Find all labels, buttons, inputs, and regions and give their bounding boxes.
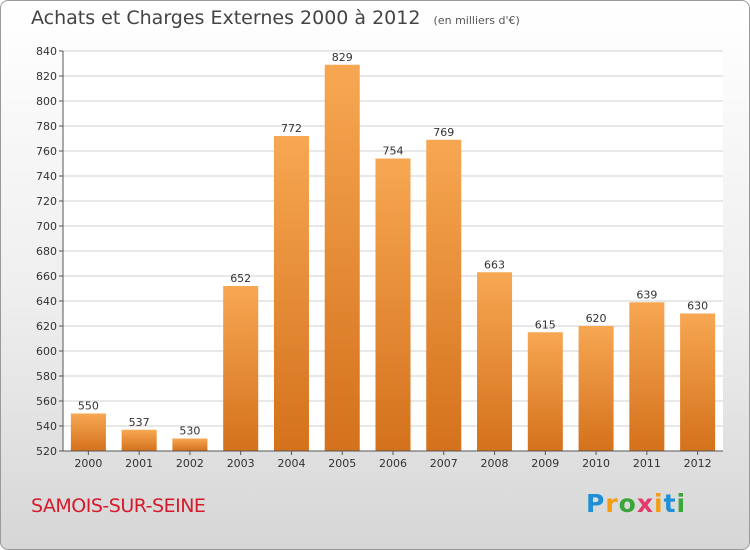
- chart-title: Achats et Charges Externes 2000 à 2012 (…: [31, 7, 520, 29]
- y-tick-label: 820: [36, 70, 57, 83]
- bar: [375, 158, 411, 451]
- bar-value-label: 829: [332, 51, 353, 64]
- x-tick-label: 2000: [74, 457, 102, 470]
- bar: [70, 413, 106, 451]
- bar-value-label: 537: [129, 416, 150, 429]
- bar: [223, 286, 259, 451]
- x-tick-label: 2002: [176, 457, 204, 470]
- bar-value-label: 615: [535, 318, 556, 331]
- bar: [172, 438, 208, 451]
- y-tick-label: 800: [36, 95, 57, 108]
- bar-value-label: 620: [586, 312, 607, 325]
- bar-value-label: 663: [484, 258, 505, 271]
- bar: [273, 136, 309, 451]
- logo-letter-t: t: [663, 489, 677, 518]
- bar-value-label: 530: [179, 425, 200, 438]
- x-tick-label: 2007: [430, 457, 458, 470]
- y-tick-label: 560: [36, 395, 57, 408]
- y-tick-label: 680: [36, 245, 57, 258]
- x-tick-label: 2004: [277, 457, 305, 470]
- bar-series: [70, 64, 716, 451]
- x-tick-label: 2006: [379, 457, 407, 470]
- y-tick-label: 600: [36, 345, 57, 358]
- y-tick-label: 580: [36, 370, 57, 383]
- logo-letter-x: x: [636, 489, 654, 518]
- chart-title-text: Achats et Charges Externes 2000 à 2012: [31, 7, 421, 29]
- proxiti-logo: Proxiti: [586, 489, 686, 518]
- y-tick-label: 520: [36, 445, 57, 458]
- bar-value-label: 652: [230, 272, 251, 285]
- bar: [578, 326, 614, 451]
- x-tick-label: 2012: [684, 457, 712, 470]
- y-axis: 520 540 560 580 600 620 640 660 680 700 720 740 760 7…: [36, 45, 64, 458]
- y-tick-label: 740: [36, 170, 57, 183]
- bar: [527, 332, 563, 451]
- bar-value-label: 754: [383, 145, 404, 158]
- commune-name: SAMOIS-SUR-SEINE: [31, 495, 206, 517]
- logo-letter-o: o: [618, 489, 637, 518]
- bar-value-label: 769: [433, 126, 454, 139]
- y-tick-label: 620: [36, 320, 57, 333]
- y-tick-label: 720: [36, 195, 57, 208]
- chart-unit-label: (en milliers d'€): [433, 14, 520, 27]
- bar-value-label: 772: [281, 122, 302, 135]
- logo-letter-i2: i: [676, 489, 687, 518]
- bar-value-label: 550: [78, 400, 99, 413]
- bar: [477, 272, 513, 451]
- bar-value-label: 630: [687, 300, 708, 313]
- x-tick-label: 2008: [481, 457, 509, 470]
- logo-letter-r: r: [605, 489, 619, 518]
- bar: [121, 429, 157, 451]
- y-tick-label: 760: [36, 145, 57, 158]
- x-tick-label: 2005: [328, 457, 356, 470]
- x-axis: 2000 2001 2002 2003 2004 2005 2006 2007 2008 2009…: [63, 450, 723, 470]
- bar-value-label: 639: [636, 288, 657, 301]
- y-tick-label: 540: [36, 420, 57, 433]
- x-tick-label: 2003: [227, 457, 255, 470]
- y-tick-label: 840: [36, 45, 57, 58]
- bar: [324, 64, 360, 451]
- logo-letter-p: P: [586, 489, 606, 518]
- x-tick-label: 2009: [531, 457, 559, 470]
- x-tick-label: 2011: [633, 457, 661, 470]
- bar: [426, 139, 462, 451]
- bar: [680, 313, 716, 451]
- logo-letter-i: i: [654, 489, 664, 518]
- bar: [629, 302, 665, 451]
- x-tick-label: 2010: [582, 457, 610, 470]
- y-tick-label: 700: [36, 220, 57, 233]
- y-tick-label: 640: [36, 295, 57, 308]
- y-tick-label: 660: [36, 270, 57, 283]
- x-tick-label: 2001: [125, 457, 153, 470]
- y-tick-label: 780: [36, 120, 57, 133]
- value-labels: 550 537 530 652 772 829 754 769 663 615 620 639 630: [78, 51, 708, 438]
